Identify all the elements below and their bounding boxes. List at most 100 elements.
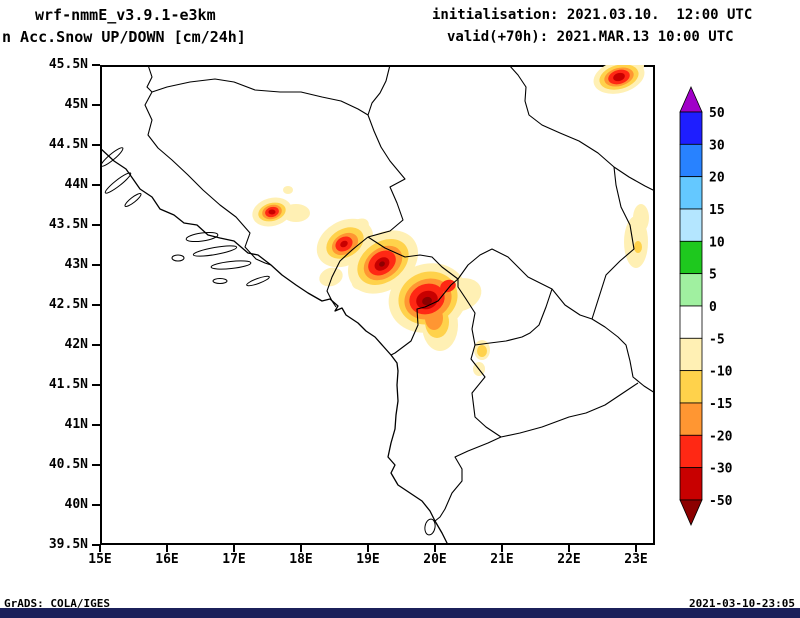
colorbar-label: -15 <box>709 397 732 412</box>
y-axis-tick <box>92 344 100 346</box>
y-axis-label: 42N <box>64 337 88 352</box>
y-axis-label: 42.5N <box>48 297 88 312</box>
x-axis-tick <box>166 545 168 552</box>
y-axis-label: 45.5N <box>48 57 88 72</box>
shading-blob <box>633 204 649 232</box>
colorbar-label: 10 <box>709 235 725 250</box>
y-axis-tick <box>92 64 100 66</box>
colorbar-segment <box>679 240 703 275</box>
x-axis-tick <box>635 545 637 552</box>
colorbar-label: 5 <box>709 268 717 283</box>
colorbar-segment <box>679 143 703 178</box>
shading-blob <box>379 261 385 267</box>
island-outline <box>171 254 185 262</box>
x-axis-label: 20E <box>423 552 447 567</box>
y-axis-label: 39.5N <box>48 537 88 552</box>
colorbar-label: -20 <box>709 429 733 444</box>
x-axis-label: 17E <box>222 552 246 567</box>
border-kosovo <box>457 248 553 346</box>
shading-blob <box>268 209 276 215</box>
y-axis-tick <box>92 464 100 466</box>
colorbar-segment <box>679 208 703 242</box>
y-axis-label: 40N <box>64 497 88 512</box>
y-axis-tick <box>92 224 100 226</box>
y-axis-label: 43.5N <box>48 217 88 232</box>
border-macedonia-greece <box>500 382 639 438</box>
y-axis-label: 45N <box>64 97 88 112</box>
islands-layer <box>100 147 436 536</box>
colorbar-arrow-bottom <box>679 499 703 526</box>
colorbar-label: 50 <box>709 106 725 121</box>
y-axis-tick <box>92 304 100 306</box>
shading-blob <box>613 72 625 82</box>
colorbar-segment <box>679 273 703 307</box>
valid-time: valid(+70h): 2021.MAR.13 10:00 UTC <box>447 29 734 45</box>
grads-stamp: GrADS: COLA/IGES <box>4 597 110 610</box>
border-bosnia-montenegro <box>326 236 369 308</box>
island-outline <box>212 278 228 284</box>
adriatic-coastline <box>100 147 449 545</box>
colorbar-label: 0 <box>709 300 717 315</box>
island-outline <box>424 518 436 536</box>
shading-blob <box>477 345 487 357</box>
border-bosnia-west <box>144 91 272 266</box>
colorbar-segment <box>679 402 703 436</box>
x-axis-tick <box>568 545 570 552</box>
colorbar-segment <box>679 370 703 404</box>
x-axis-label: 16E <box>155 552 179 567</box>
x-axis-label: 18E <box>289 552 313 567</box>
shading-level-minus20 <box>265 69 630 315</box>
map-canvas <box>100 65 655 545</box>
island-outline <box>104 172 132 194</box>
y-axis-tick <box>92 504 100 506</box>
y-axis-label: 44N <box>64 177 88 192</box>
border-croatia-slovenia <box>146 65 153 93</box>
y-axis-tick <box>92 384 100 386</box>
snow-shading-layer <box>252 65 649 376</box>
y-axis-tick <box>92 184 100 186</box>
border-danube-east <box>613 166 655 192</box>
y-axis-label: 43N <box>64 257 88 272</box>
product-title: n Acc.Snow UP/DOWN [cm/24h] <box>2 28 246 46</box>
island-outline <box>192 245 238 257</box>
y-axis-tick <box>92 264 100 266</box>
shading-level-minus50 <box>379 261 432 306</box>
border-montenegro-albania <box>390 278 459 356</box>
colorbar-label: -30 <box>709 462 733 477</box>
plot-frame <box>100 65 655 545</box>
shading-blob <box>634 241 642 253</box>
border-bosnia-north-sava <box>151 78 369 116</box>
x-axis-label: 22E <box>557 552 581 567</box>
colorbar-label: -50 <box>709 494 733 509</box>
shading-blob <box>440 279 456 293</box>
shading-blob <box>340 240 348 248</box>
y-axis-tick <box>92 144 100 146</box>
colorbar-segment <box>679 305 703 339</box>
init-time: initialisation: 2021.03.10. 12:00 UTC <box>432 7 753 23</box>
y-axis-tick <box>92 104 100 106</box>
x-axis-tick <box>300 545 302 552</box>
colorbar-arrow-top <box>679 86 703 113</box>
colorbar-label: 30 <box>709 138 725 153</box>
x-axis-tick <box>99 545 101 552</box>
island-outline <box>124 193 142 207</box>
colorbar-label: 15 <box>709 203 725 218</box>
border-montenegro-serbia <box>367 236 459 280</box>
y-axis-label: 40.5N <box>48 457 88 472</box>
shading-blob <box>283 186 293 194</box>
colorbar-segment <box>679 337 703 372</box>
creation-timestamp: 2021-03-10-23:05 <box>689 597 795 610</box>
colorbar-label: 20 <box>709 171 725 186</box>
model-title: wrf-nmmE_v3.9.1-e3km <box>35 6 216 24</box>
shading-blob <box>319 267 343 287</box>
border-macedonia-bulgaria <box>591 318 655 394</box>
y-axis-tick <box>92 544 100 546</box>
map-lines-layer <box>100 65 655 545</box>
shading-blob <box>422 296 432 306</box>
x-axis-label: 23E <box>624 552 648 567</box>
border-albania-greece <box>434 436 502 522</box>
bottom-bar <box>0 608 800 618</box>
x-axis-tick <box>501 545 503 552</box>
